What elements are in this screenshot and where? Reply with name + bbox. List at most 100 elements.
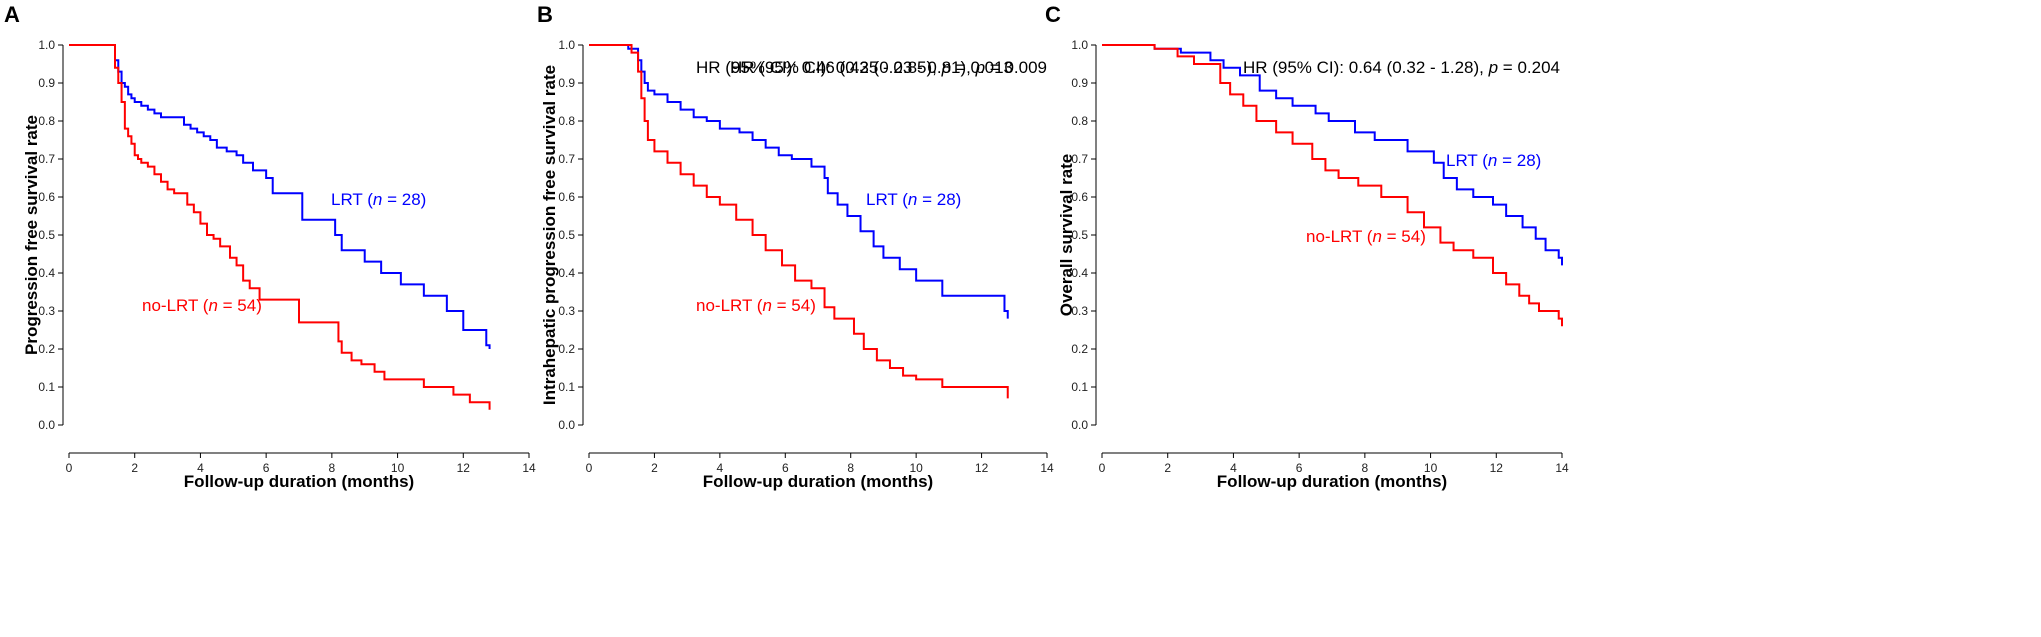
y-tick-label: 0.0 xyxy=(558,418,575,432)
y-tick-label: 0.7 xyxy=(1071,152,1088,166)
x-tick-label: 0 xyxy=(1099,461,1106,475)
x-tick-label: 2 xyxy=(1164,461,1171,475)
hr-p-value: = 0.204 xyxy=(1498,58,1560,77)
hr-p-value: = 0.009 xyxy=(985,58,1047,77)
x-tick-label: 6 xyxy=(263,461,270,475)
series-group-text: no-LRT ( xyxy=(142,296,209,315)
x-tick-label: 4 xyxy=(1230,461,1237,475)
lrt-series-label: LRT (n = 28) xyxy=(1446,151,1541,170)
y-tick-label: 0.4 xyxy=(558,266,575,280)
y-tick-label: 0.7 xyxy=(558,152,575,166)
y-tick-label: 0.9 xyxy=(38,76,55,90)
series-n-symbol: n xyxy=(373,190,382,209)
y-axis-title: Progression free survival rate xyxy=(22,115,41,355)
no-lrt-survival-curve xyxy=(589,44,1009,399)
x-tick-label: 8 xyxy=(329,461,336,475)
y-tick-label: 0.6 xyxy=(38,190,55,204)
x-tick-label: 0 xyxy=(66,461,73,475)
y-tick-label: 0.1 xyxy=(38,380,55,394)
hazard-ratio-annotation: HR (95% CI): 0.64 (0.32 - 1.28), p = 0.2… xyxy=(1243,58,1560,77)
x-axis-title: Follow-up duration (months) xyxy=(703,472,933,491)
hr-p-symbol: p xyxy=(1488,58,1498,77)
x-tick-label: 10 xyxy=(1424,461,1438,475)
y-tick-label: 0.9 xyxy=(1071,76,1088,90)
y-axis-title: Intrahepatic progression free survival r… xyxy=(540,65,559,405)
y-tick-label: 0.6 xyxy=(558,190,575,204)
x-tick-label: 14 xyxy=(1040,461,1054,475)
panel-letter: A xyxy=(4,2,20,27)
x-tick-label: 4 xyxy=(717,461,724,475)
x-axis-title: Follow-up duration (months) xyxy=(1217,472,1447,491)
y-tick-label: 0.4 xyxy=(1071,266,1088,280)
y-tick-label: 0.8 xyxy=(558,114,575,128)
x-tick-label: 12 xyxy=(457,461,471,475)
y-tick-label: 0.2 xyxy=(558,342,575,356)
series-n-value: = 28) xyxy=(917,190,961,209)
series-group-text: no-LRT ( xyxy=(696,296,763,315)
x-tick-label: 12 xyxy=(975,461,989,475)
panel-a: A 0 2 4 6 8 10 12 14 0.0 0.1 0.2 0.3 0.4 0.5 0.6 0.7 0.8 0… xyxy=(4,2,1013,491)
no-lrt-series-label: no-LRT (n = 54) xyxy=(696,296,816,315)
panel-letter: B xyxy=(537,2,553,27)
no-lrt-survival-curve xyxy=(69,44,491,410)
series-n-value: = 54) xyxy=(218,296,262,315)
y-tick-label: 1.0 xyxy=(1071,38,1088,52)
hr-p-symbol: p xyxy=(941,58,951,77)
panel-b: B 0 2 4 6 8 10 12 14 0.0 0.1 0.2 0.3 0.4 0.5 0.6 0.7 0.8 0… xyxy=(537,2,1054,491)
hr-p-symbol: p xyxy=(975,58,985,77)
series-n-symbol: n xyxy=(762,296,771,315)
y-tick-label: 0.3 xyxy=(558,304,575,318)
y-tick-label: 0.3 xyxy=(38,304,55,318)
x-tick-label: 12 xyxy=(1490,461,1504,475)
series-n-value: = 54) xyxy=(1382,227,1426,246)
series-group-text: LRT ( xyxy=(1446,151,1488,170)
x-tick-label: 2 xyxy=(651,461,658,475)
y-tick-label: 0.1 xyxy=(1071,380,1088,394)
y-tick-label: 0.2 xyxy=(1071,342,1088,356)
series-n-value: = 28) xyxy=(382,190,426,209)
y-tick-label: 0.9 xyxy=(558,76,575,90)
y-tick-label: 0.1 xyxy=(558,380,575,394)
series-group-text: LRT ( xyxy=(866,190,908,209)
x-tick-label: 14 xyxy=(522,461,536,475)
panel-c: C 0 2 4 6 8 10 12 14 0.0 0.1 0.2 0.3 0.4 0.5 0.6 0.7 0.8 0… xyxy=(1045,2,1569,491)
x-tick-label: 4 xyxy=(197,461,204,475)
lrt-series-label: LRT (n = 28) xyxy=(331,190,426,209)
y-tick-label: 1.0 xyxy=(38,38,55,52)
y-tick-label: 1.0 xyxy=(558,38,575,52)
y-tick-label: 0.5 xyxy=(38,228,55,242)
hr-prefix: HR (95% CI): 0.64 (0.32 - 1.28), xyxy=(1243,58,1489,77)
lrt-series-label: LRT (n = 28) xyxy=(866,190,961,209)
x-tick-label: 6 xyxy=(782,461,789,475)
no-lrt-series-label: no-LRT (n = 54) xyxy=(142,296,262,315)
x-tick-label: 10 xyxy=(391,461,405,475)
no-lrt-survival-curve xyxy=(1102,44,1563,327)
series-group-text: no-LRT ( xyxy=(1306,227,1373,246)
lrt-survival-curve xyxy=(1102,44,1563,266)
y-tick-label: 0.8 xyxy=(1071,114,1088,128)
y-tick-label: 0.0 xyxy=(1071,418,1088,432)
x-axis-title: Follow-up duration (months) xyxy=(184,472,414,491)
x-tick-label: 8 xyxy=(1362,461,1369,475)
y-tick-label: 0.3 xyxy=(1071,304,1088,318)
hr-prefix: HR (95% CI): 0.43 (0.23 - 0.81), xyxy=(730,58,976,77)
hazard-ratio-annotation: HR (95% CI): 0.46 (0.25 - 0.85), p = 0.0… xyxy=(696,58,1013,77)
x-tick-label: 6 xyxy=(1296,461,1303,475)
y-tick-label: 0.4 xyxy=(38,266,55,280)
no-lrt-series-label: no-LRT (n = 54) xyxy=(1306,227,1426,246)
hr-p-value: = 0.013 xyxy=(951,58,1013,77)
hazard-ratio-annotation: HR (95% CI): 0.43 (0.23 - 0.81), p = 0.0… xyxy=(730,58,1047,77)
series-n-symbol: n xyxy=(208,296,217,315)
series-n-value: = 54) xyxy=(772,296,816,315)
panel-letter: C xyxy=(1045,2,1061,27)
y-tick-label: 0.5 xyxy=(558,228,575,242)
series-n-symbol: n xyxy=(1488,151,1497,170)
y-tick-label: 0.6 xyxy=(1071,190,1088,204)
series-n-symbol: n xyxy=(1372,227,1381,246)
y-axis-title: Overall survival rate xyxy=(1057,154,1076,317)
y-tick-label: 0.7 xyxy=(38,152,55,166)
y-tick-label: 0.2 xyxy=(38,342,55,356)
x-tick-label: 0 xyxy=(586,461,593,475)
series-n-symbol: n xyxy=(908,190,917,209)
